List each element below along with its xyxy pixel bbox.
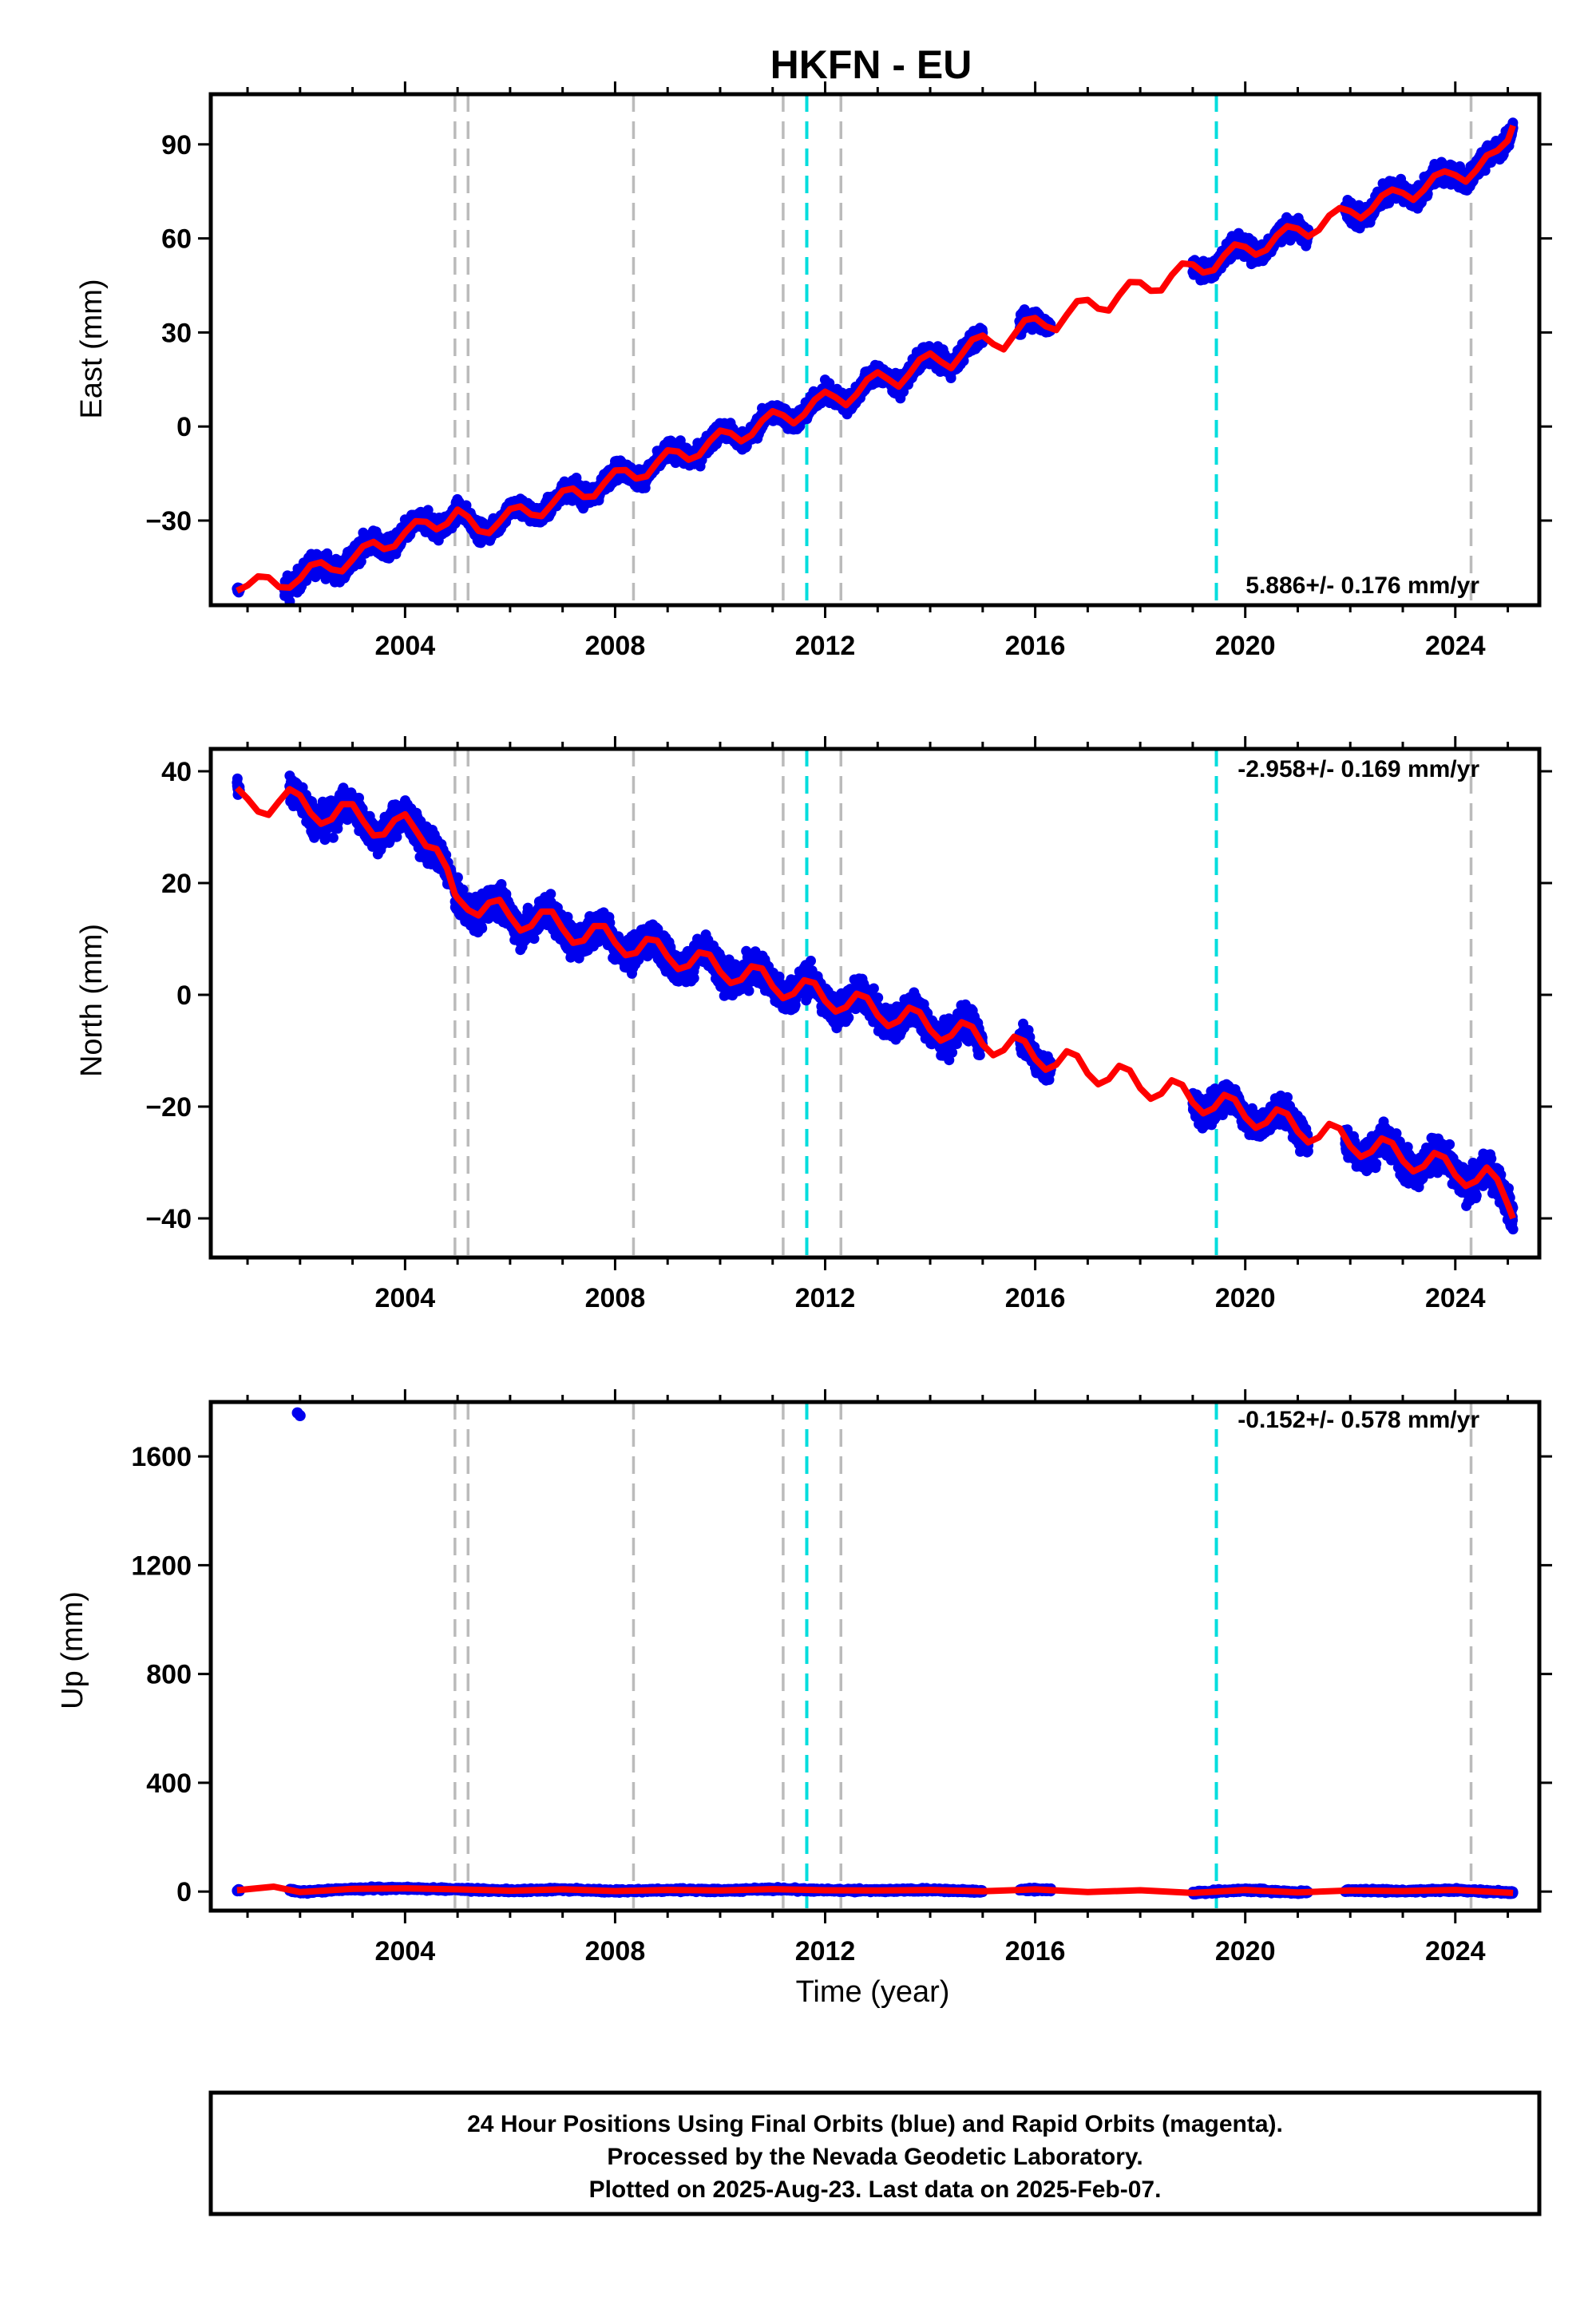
chart-title: HKFN - EU — [770, 42, 972, 87]
east-point — [284, 596, 295, 605]
east-plot-area — [232, 94, 1519, 605]
east-point — [422, 505, 434, 516]
